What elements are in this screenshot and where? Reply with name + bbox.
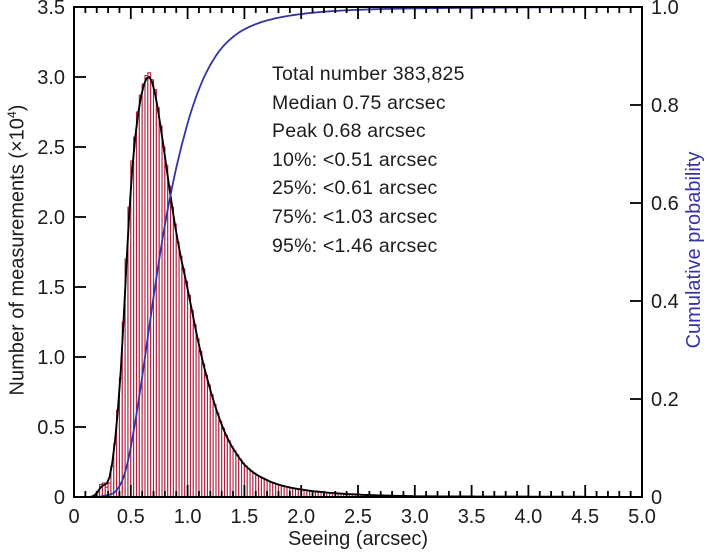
y-axis-right-tick-label: 0.6	[651, 193, 679, 215]
y-axis-right-tick-label: 0	[651, 487, 662, 509]
stat-p75: 75%: <1.03 arcsec	[272, 205, 438, 228]
stats-annotation-block: Total number 383,825 Median 0.75 arcsec …	[272, 60, 465, 260]
y-axis-title-left-exponent: 4	[5, 111, 19, 119]
y-axis-left-tick-label: 2.0	[37, 207, 65, 229]
y-axis-left-tick-label: 2.5	[37, 137, 65, 159]
x-axis-title: Seeing (arcsec)	[287, 528, 429, 550]
x-axis-tick-label: 2.5	[344, 506, 372, 528]
y-axis-right-tick-label: 0.8	[651, 95, 679, 117]
y-axis-left-tick-label: 0	[54, 487, 65, 509]
x-axis-tick-label: 1.5	[230, 506, 258, 528]
stat-p10: 10%: <0.51 arcsec	[272, 148, 438, 171]
x-axis-tick-label: 0.5	[117, 506, 145, 528]
y-axis-right-tick-label: 1.0	[651, 0, 679, 19]
stat-p95: 95%: <1.46 arcsec	[272, 234, 438, 257]
y-axis-title-left-text: Number of measurements (×10	[6, 118, 29, 396]
stat-peak: Peak 0.68 arcsec	[272, 120, 426, 143]
x-axis-tick-label: 3.5	[458, 506, 486, 528]
y-axis-right-tick-label: 0.4	[651, 291, 679, 313]
y-axis-title-right: Cumulative probability	[683, 151, 705, 349]
y-axis-right-tick-label: 0.2	[651, 389, 679, 411]
x-axis-tick-label: 0	[68, 506, 79, 528]
y-axis-left-tick-label: 0.5	[37, 417, 65, 439]
stat-p25: 25%: <0.61 arcsec	[272, 177, 438, 200]
stat-median: Median 0.75 arcsec	[272, 91, 446, 114]
x-axis-tick-label: 1.0	[174, 506, 202, 528]
x-axis-tick-label: 2.0	[287, 506, 315, 528]
x-axis-tick-label: 5.0	[628, 506, 656, 528]
y-axis-left-tick-label: 1.5	[37, 277, 65, 299]
y-axis-left-tick-label: 1.0	[37, 347, 65, 369]
stat-total: Total number 383,825	[272, 63, 465, 85]
y-axis-title-left-close: )	[6, 104, 29, 112]
x-axis-tick-label: 4.0	[514, 506, 542, 528]
x-axis-tick-label: 4.5	[571, 506, 599, 528]
y-axis-title-left: Number of measurements (×104)	[5, 5, 33, 495]
y-axis-left-tick-label: 3.5	[37, 0, 65, 19]
y-axis-left-tick-label: 3.0	[37, 67, 65, 89]
x-axis-tick-label: 3.0	[401, 506, 429, 528]
